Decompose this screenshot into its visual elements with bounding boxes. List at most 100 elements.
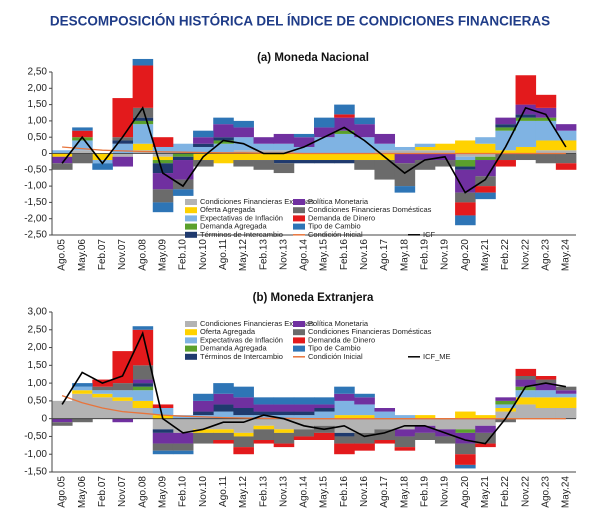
legend-swatch bbox=[293, 223, 305, 230]
y-tick-label: 1,50 bbox=[28, 99, 48, 110]
bar-segment bbox=[334, 130, 355, 134]
bar-segment bbox=[354, 432, 375, 444]
bar-segment bbox=[213, 137, 234, 141]
bar-segment bbox=[213, 404, 234, 412]
x-tick-label: Feb.19 bbox=[419, 239, 430, 271]
legend-swatch bbox=[293, 345, 305, 352]
bar-segment bbox=[354, 415, 375, 419]
bar-segment bbox=[293, 415, 315, 419]
bar-segment bbox=[475, 415, 496, 419]
bar-segment bbox=[132, 383, 154, 387]
legend-label: Condiciones Financieras Domésticas bbox=[308, 327, 432, 336]
bar-segment bbox=[374, 408, 396, 412]
x-tick-label: Ago.17 bbox=[379, 239, 390, 271]
legend-label: ICF_ME bbox=[423, 352, 451, 361]
bar-segment bbox=[475, 425, 496, 433]
bar-segment bbox=[555, 397, 577, 408]
panel-title: (a) Moneda Nacional bbox=[257, 52, 369, 64]
bar-segment bbox=[193, 432, 214, 444]
bar-segment bbox=[152, 404, 174, 408]
legend-label: Demanda de Dinero bbox=[308, 213, 375, 222]
bar-segment bbox=[555, 163, 577, 170]
bar-segment bbox=[374, 440, 396, 444]
bar-segment bbox=[555, 408, 577, 419]
bar-segment bbox=[354, 124, 375, 138]
bar-segment bbox=[52, 163, 73, 170]
bar-segment bbox=[414, 425, 436, 433]
bar-segment bbox=[152, 163, 174, 174]
bar-segment bbox=[314, 160, 335, 164]
bar-segment bbox=[172, 143, 194, 154]
x-tick-label: May.24 bbox=[561, 476, 572, 508]
bar-segment bbox=[475, 176, 496, 187]
bar-segment bbox=[233, 447, 254, 455]
bar-segment bbox=[414, 415, 436, 419]
legend-label: Términos de Intercambio bbox=[200, 352, 283, 361]
bar-segment bbox=[455, 418, 476, 430]
bar-segment bbox=[334, 133, 355, 154]
bar-segment bbox=[555, 130, 577, 141]
bar-segment bbox=[213, 429, 234, 433]
bar-segment bbox=[273, 411, 295, 416]
bar-segment bbox=[293, 436, 315, 440]
bar-segment bbox=[434, 436, 456, 444]
legend-swatch bbox=[185, 329, 197, 336]
bar-segment bbox=[314, 117, 335, 128]
bar-segment bbox=[152, 443, 174, 451]
x-tick-label: Feb.13 bbox=[258, 239, 269, 271]
bar-segment bbox=[535, 120, 557, 141]
bar-segment bbox=[273, 429, 295, 433]
x-tick-label: Ago.14 bbox=[299, 476, 310, 508]
bar-segment bbox=[455, 160, 476, 167]
bar-segment bbox=[334, 386, 355, 394]
bar-segment bbox=[535, 376, 557, 380]
line-series bbox=[61, 106, 567, 194]
y-tick-label: 2,00 bbox=[28, 83, 48, 94]
bar-segment bbox=[394, 146, 416, 151]
bar-segment bbox=[253, 418, 275, 426]
bar-segment bbox=[374, 143, 396, 151]
bar-segment bbox=[475, 137, 496, 144]
bar-segment bbox=[394, 429, 416, 437]
bar-segment bbox=[455, 156, 476, 161]
bar-segment bbox=[495, 418, 516, 423]
bar-segment bbox=[92, 386, 113, 391]
bar-segment bbox=[394, 418, 416, 430]
legend-label: Condición Inicial bbox=[308, 230, 363, 239]
bar-segment bbox=[92, 393, 113, 398]
bar-segment bbox=[515, 368, 537, 376]
y-tick-label: -1,50 bbox=[24, 467, 47, 478]
bar-segment bbox=[535, 140, 557, 151]
bar-segment bbox=[394, 150, 416, 154]
bar-segment bbox=[334, 160, 355, 164]
bar-segment bbox=[374, 133, 396, 144]
legend-swatch bbox=[185, 337, 197, 344]
x-tick-label: Ago.08 bbox=[137, 239, 148, 271]
x-tick-label: Ago.14 bbox=[299, 239, 310, 271]
legend-label: Tipo de Cambio bbox=[308, 222, 361, 231]
bar-segment bbox=[414, 160, 436, 170]
bar-segment bbox=[193, 411, 214, 416]
legend-label: Política Monetaria bbox=[308, 197, 369, 206]
x-tick-label: May.09 bbox=[157, 476, 168, 508]
bar-segment bbox=[72, 127, 93, 131]
bar-segment bbox=[455, 215, 476, 226]
bar-segment bbox=[132, 124, 154, 144]
legend-swatch bbox=[185, 223, 197, 230]
x-tick-label: Ago.20 bbox=[460, 476, 471, 508]
y-tick-label: -1,00 bbox=[24, 181, 47, 192]
bar-segment bbox=[455, 432, 476, 444]
x-tick-label: Ago.11 bbox=[218, 476, 229, 507]
legend-swatch bbox=[185, 321, 197, 327]
y-tick-label: -2,00 bbox=[24, 213, 47, 224]
bar-segment bbox=[273, 163, 295, 174]
x-tick-label: Nov.13 bbox=[278, 476, 289, 507]
bar-segment bbox=[253, 153, 275, 161]
legend-label: Expectativas de Inflación bbox=[200, 213, 283, 222]
bar-segment bbox=[213, 411, 234, 419]
legend-swatch bbox=[185, 345, 197, 352]
y-tick-label: 2,00 bbox=[28, 342, 48, 353]
bar-segment bbox=[273, 160, 295, 164]
legend-swatch bbox=[185, 215, 197, 222]
bar-segment bbox=[334, 393, 355, 401]
